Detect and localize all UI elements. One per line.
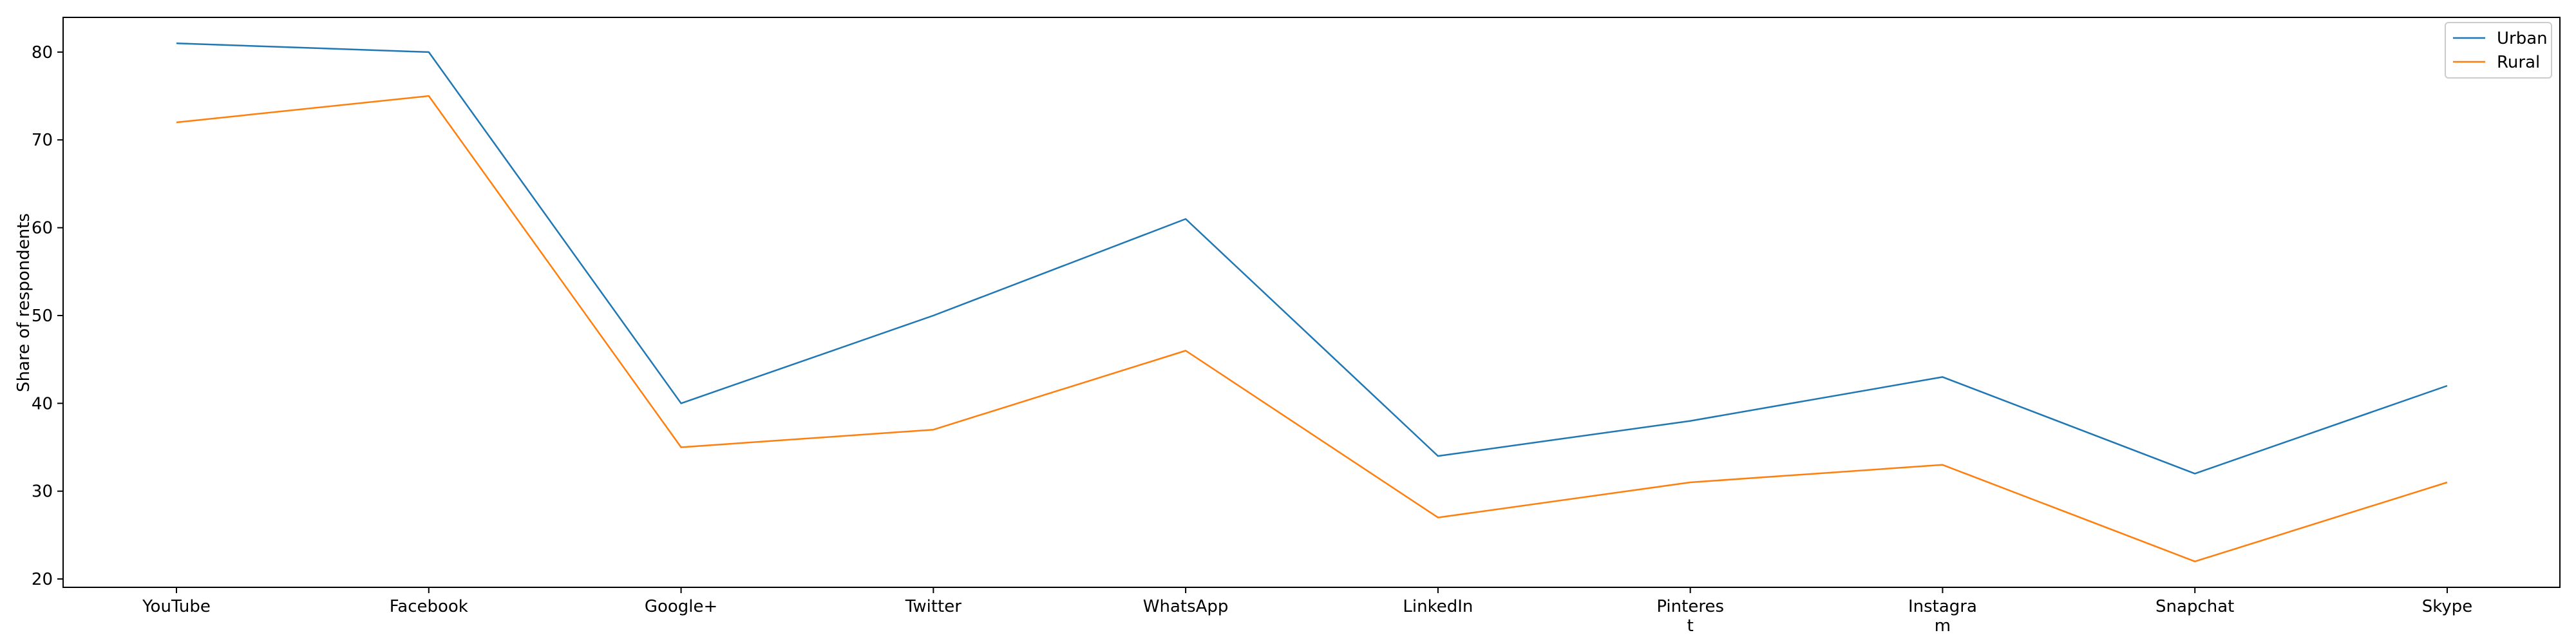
plot-area [62, 17, 2561, 588]
y-tick-label: 40 [32, 394, 53, 413]
x-tick-label: Twitter [905, 597, 961, 616]
x-tick-label: Pinteres t [1656, 597, 1724, 636]
y-tick-label: 30 [32, 482, 53, 502]
y-tick-label: 70 [32, 131, 53, 150]
x-tick-label: Facebook [390, 597, 468, 616]
y-tick-label: 20 [32, 570, 53, 589]
x-tick-label: Google+ [645, 597, 717, 616]
y-tick-label: 60 [32, 219, 53, 238]
series-line-urban [176, 42, 2448, 475]
y-tick-label: 80 [32, 43, 53, 62]
x-tick-label: WhatsApp [1143, 597, 1229, 616]
legend-box [2445, 22, 2552, 79]
x-tick-label: Skype [2422, 597, 2473, 616]
x-tick-label: Snapchat [2155, 597, 2234, 616]
y-axis: 20 30 40 50 60 70 80 [32, 43, 63, 589]
legend-label-urban: Urban [2497, 29, 2548, 48]
x-tick-label: LinkedIn [1403, 597, 1473, 616]
x-tick-label: Instagra m [1908, 597, 1977, 636]
legend-label-rural: Rural [2497, 53, 2540, 72]
x-axis: YouTube Facebook Google+ Twitter WhatsApp Lin… [142, 587, 2472, 636]
legend: Urban Rural [2445, 22, 2552, 79]
plot-frame [62, 17, 2561, 588]
x-tick-label: YouTube [142, 597, 211, 616]
y-tick-label: 50 [32, 307, 53, 326]
y-axis-label: Share of respondents [14, 213, 33, 392]
series-line-rural [176, 95, 2448, 563]
